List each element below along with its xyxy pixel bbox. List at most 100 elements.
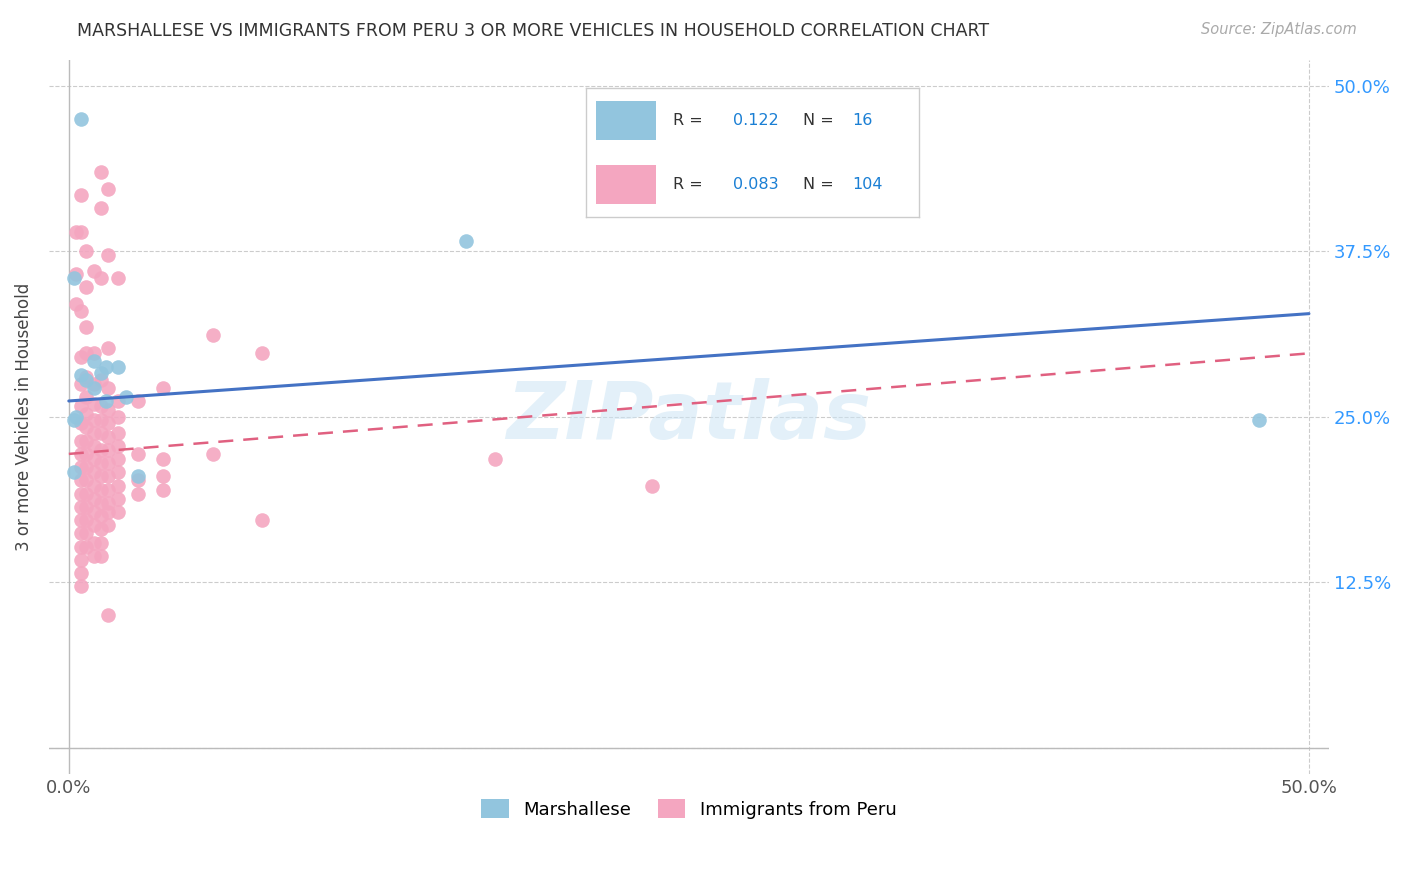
Point [107,505,129,519]
Point [70,351,93,365]
Point [83,466,105,480]
Point [90,535,112,549]
Point [70,579,93,593]
Point [90,549,112,563]
Point [70,376,93,391]
Point [62,412,84,426]
Point [62,466,84,480]
Text: Source: ZipAtlas.com: Source: ZipAtlas.com [1201,22,1357,37]
Point [107,359,129,374]
Point [97,496,120,510]
Point [152,452,174,467]
Point [83,376,105,391]
Point [70,417,93,431]
Point [83,397,105,411]
Point [97,518,120,533]
Point [90,442,112,457]
Point [97,608,120,623]
Text: MARSHALLESE VS IMMIGRANTS FROM PERU 3 OR MORE VEHICLES IN HOUSEHOLD CORRELATION : MARSHALLESE VS IMMIGRANTS FROM PERU 3 OR… [77,22,990,40]
Point [75,434,97,448]
Point [75,370,97,384]
Point [75,540,97,554]
Point [75,526,97,541]
Point [90,522,112,536]
Point [70,553,93,567]
Point [90,496,112,510]
Point [90,509,112,524]
Point [83,381,105,395]
Point [201,327,224,342]
Point [107,478,129,492]
Point [90,366,112,380]
Point [97,442,120,457]
Point [65,225,87,239]
Point [83,439,105,453]
Point [70,187,93,202]
Point [152,381,174,395]
Point [640,478,662,492]
Point [107,491,129,506]
Point [83,264,105,278]
Point [62,271,84,285]
Point [97,430,120,444]
Point [90,483,112,497]
Point [201,447,224,461]
Point [152,469,174,483]
Point [107,439,129,453]
Point [83,518,105,533]
Point [97,505,120,519]
Point [83,452,105,467]
Point [97,381,120,395]
Point [83,549,105,563]
Point [127,447,149,461]
Point [83,425,105,440]
Point [252,513,274,527]
Point [70,399,93,413]
Point [75,500,97,514]
Point [83,505,105,519]
Point [75,346,97,360]
Point [70,112,93,127]
Point [75,319,97,334]
Point [90,373,112,387]
Point [252,346,274,360]
Point [65,297,87,311]
Point [75,460,97,475]
Point [70,447,93,461]
Point [70,486,93,500]
Point [107,425,129,440]
Point [152,483,174,497]
Point [70,474,93,488]
Point [97,456,120,470]
Point [127,474,149,488]
Y-axis label: 3 or more Vehicles in Household: 3 or more Vehicles in Household [15,283,32,551]
Point [70,500,93,514]
Point [97,341,120,355]
Point [90,399,112,413]
Point [90,412,112,426]
Point [70,304,93,318]
Point [75,474,97,488]
Point [83,346,105,360]
Point [97,417,120,431]
Point [97,483,120,497]
Point [83,354,105,368]
Point [75,513,97,527]
Point [97,248,120,262]
Point [75,420,97,434]
Point [75,447,97,461]
Point [90,201,112,215]
Point [70,526,93,541]
Point [107,409,129,424]
Point [97,182,120,196]
Point [115,390,138,404]
Point [75,244,97,259]
Point [70,434,93,448]
Point [1249,412,1271,426]
Point [75,390,97,404]
Point [75,373,97,387]
Point [90,271,112,285]
Point [70,460,93,475]
Point [75,407,97,421]
Point [83,478,105,492]
